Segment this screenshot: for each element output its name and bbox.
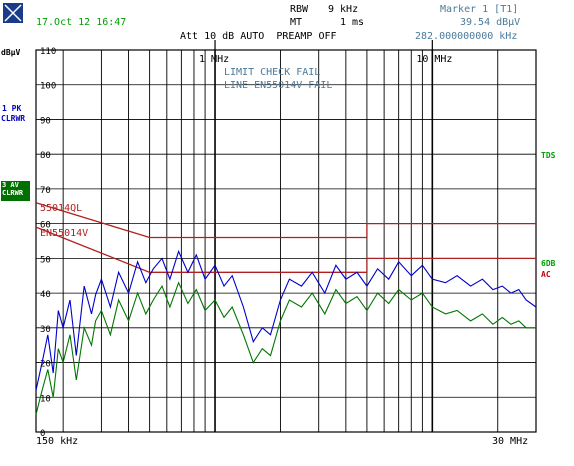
limit-check-text: LIMIT CHECK FAIL: [224, 67, 320, 78]
rbw-value: 9 kHz: [328, 4, 359, 15]
plot-frame: [35, 49, 537, 433]
y-tick-label: 90: [40, 116, 51, 126]
mt-label: MT: [290, 17, 303, 28]
mt-value: 1 ms: [340, 17, 365, 28]
rbw-label: RBW: [290, 4, 309, 15]
date-time: 17.Oct 12 16:47: [36, 17, 127, 28]
marker-level: 39.54 dBµV: [460, 17, 521, 28]
x-mark-label: 10 MHz: [416, 54, 452, 65]
y-tick-label: 100: [40, 82, 56, 92]
limit-v-label: EN55014V: [40, 228, 88, 239]
ac-label: AC: [541, 270, 551, 279]
x-mark-label: 1 MHz: [199, 54, 229, 65]
y-tick-label: 110: [40, 47, 56, 57]
limit-line: [35, 202, 536, 239]
tds-label: TDS: [541, 151, 556, 160]
y-tick-label: 50: [40, 255, 51, 265]
y-tick-label: 70: [40, 186, 51, 196]
y-unit-label: dBµV: [1, 48, 21, 57]
trace1-label-line1: 1 PK: [2, 104, 22, 113]
y-tick-label: 0: [40, 429, 45, 439]
y-tick-label: 10: [40, 394, 51, 404]
settings-line: Att 10 dB AUTO PREAMP OFF: [180, 31, 337, 42]
y-tick-label: 80: [40, 151, 51, 161]
6db-label: 6DB: [541, 259, 556, 268]
trace1-label-line2: CLRWR: [1, 114, 26, 123]
marker-title: Marker 1 [T1]: [440, 4, 519, 15]
y-tick-label: 20: [40, 360, 51, 370]
limit-line: [35, 226, 536, 273]
y-tick-label: 40: [40, 290, 51, 300]
trace3-label-line2: CLRWR: [2, 189, 24, 197]
y-tick-label: 30: [40, 325, 51, 335]
line-fail-text: LINE EN55014V FAIL: [224, 80, 332, 91]
rs-logo-icon: [3, 3, 23, 23]
x-start-label: 150 kHz: [36, 436, 78, 447]
x-stop-label: 30 MHz: [492, 436, 528, 447]
trace3-label-box: 3 AV CLRWR: [1, 181, 30, 201]
limit-ql-label: 55014QL: [40, 203, 82, 214]
rs-logo: [3, 3, 23, 23]
y-tick-label: 60: [40, 221, 51, 231]
trace-av: [35, 281, 536, 415]
trace-pk: [35, 249, 537, 391]
marker-frequency: 282.000000000 kHz: [415, 31, 518, 42]
trace3-label-line1: 3 AV: [2, 181, 19, 189]
